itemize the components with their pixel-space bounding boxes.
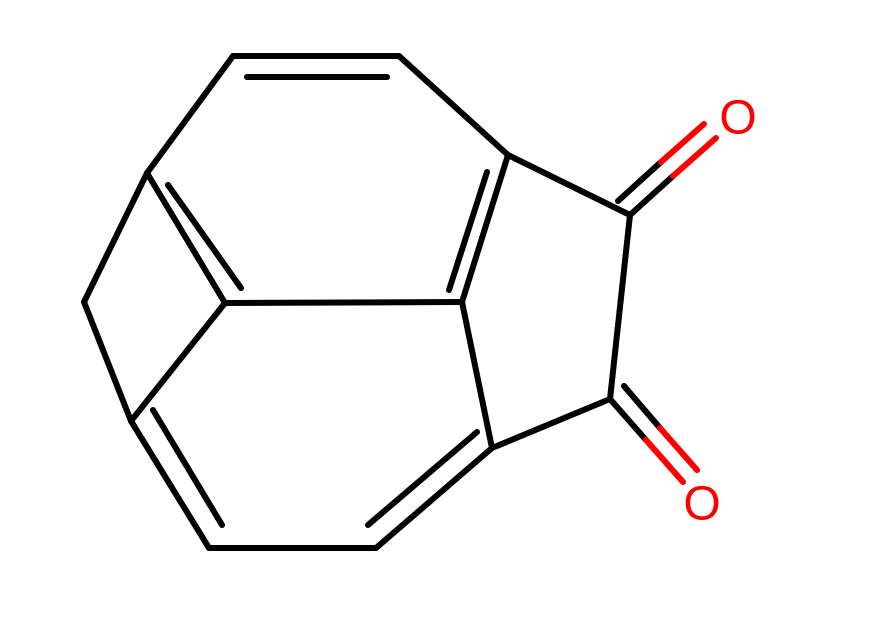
atom-label-oxygen: O (719, 92, 756, 145)
molecule-canvas: OO (0, 0, 874, 618)
bond (225, 302, 462, 303)
atom-label-oxygen: O (683, 478, 720, 531)
